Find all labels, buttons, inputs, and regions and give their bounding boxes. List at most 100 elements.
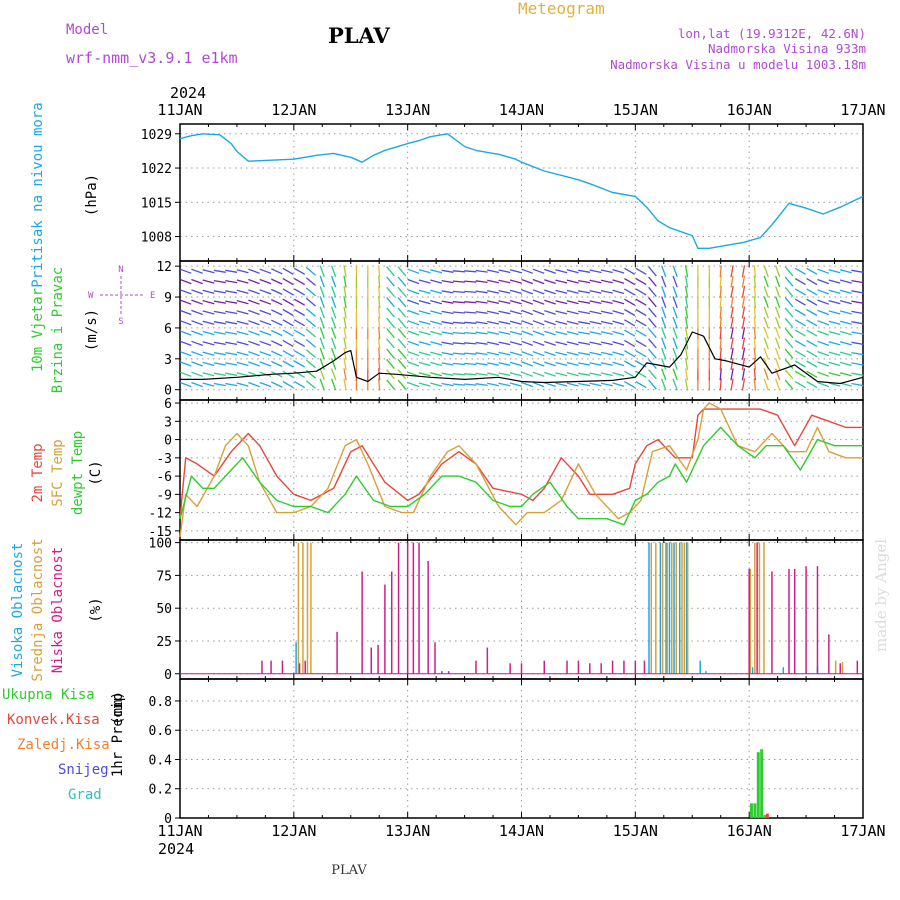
wind-arrow — [763, 296, 769, 309]
model-label: Model — [66, 22, 108, 38]
wind-arrow — [753, 368, 757, 381]
wind-arrow — [475, 362, 488, 366]
wind-arrow — [624, 308, 636, 317]
wind-arrow — [271, 299, 283, 306]
wind-arrow — [794, 360, 806, 368]
wind-arrow — [509, 279, 522, 284]
wind-arrow — [464, 352, 477, 355]
wind-arrow — [566, 372, 579, 377]
wind-arrow — [635, 370, 647, 378]
wind-arrow — [441, 269, 454, 273]
wind-arrow — [578, 351, 591, 356]
y-tick-label: 75 — [156, 569, 172, 584]
wind-arrow — [753, 306, 757, 319]
x-tick-label-top: 16JAN — [727, 101, 772, 119]
wind-arrow — [236, 361, 249, 367]
wind-arrow — [839, 372, 852, 377]
wind-arrow — [407, 320, 420, 326]
wind-arrow — [648, 307, 657, 318]
wind-arrow — [464, 290, 477, 294]
wind-arrow — [386, 276, 395, 287]
wind-arrow — [672, 316, 678, 329]
wind-arrow — [794, 350, 806, 358]
wind-arrow — [202, 330, 215, 336]
wind-arrow — [612, 268, 625, 274]
wind-arrow — [319, 347, 325, 360]
wind-arrow — [741, 316, 746, 329]
wind-arrow — [763, 337, 769, 350]
wind-arrow — [794, 370, 806, 378]
wind-arrow — [753, 378, 757, 391]
wind-arrow — [661, 275, 667, 288]
wind-arrow — [179, 361, 192, 367]
wind-arrow — [487, 331, 500, 335]
wind-arrow — [259, 361, 272, 367]
wind-arrow — [532, 330, 545, 336]
wind-arrow — [763, 275, 769, 288]
wind-arrow — [555, 330, 568, 336]
wind-arrow — [498, 382, 511, 387]
wind-arrow — [418, 299, 431, 305]
wind-arrow — [248, 309, 260, 316]
wind-arrow — [236, 320, 249, 325]
wind-arrow — [566, 341, 579, 346]
wind-arrow — [719, 378, 722, 391]
wind-arrow — [343, 285, 347, 298]
wind-arrow — [487, 372, 500, 377]
precip_total-bar — [756, 752, 760, 818]
wind-arrow — [487, 269, 500, 274]
wind-arrow — [544, 382, 556, 388]
wind-arrow — [441, 310, 454, 315]
wind-arrow — [661, 327, 667, 339]
wind-arrow — [774, 296, 781, 309]
wind-arrow — [386, 297, 395, 308]
precip-unit: (mm) — [110, 691, 126, 725]
wind-arrow — [343, 347, 347, 360]
wind-arrow — [635, 278, 647, 286]
wind-arrow — [305, 266, 316, 276]
wind-arrow — [464, 280, 477, 283]
wind-arrow — [555, 341, 568, 346]
wind-arrow — [202, 310, 215, 315]
wind-arrow — [319, 265, 325, 278]
precip_total-bar — [760, 749, 764, 818]
wind-arrow — [612, 320, 625, 326]
wind-arrow — [741, 265, 746, 278]
wind-arrow — [452, 311, 465, 314]
wind-arrow — [487, 279, 500, 284]
wind-arrow — [684, 275, 689, 288]
wind-arrow — [661, 306, 667, 319]
y-tick-label: 0.2 — [149, 783, 172, 798]
wind-arrow — [784, 358, 794, 370]
wind-arrow — [509, 372, 522, 377]
wind-arrow — [566, 361, 579, 367]
wind-arrow — [213, 300, 226, 304]
wind-arrow — [330, 378, 337, 391]
wind-arrow — [784, 276, 794, 287]
wind-arrow — [452, 321, 465, 324]
wind-arrow — [555, 351, 568, 356]
wind-arrow — [684, 285, 689, 298]
wind-arrow — [271, 278, 283, 285]
wind-arrow — [612, 299, 625, 305]
wind-arrow — [600, 331, 613, 335]
wind-arrow — [179, 371, 192, 377]
wind-arrow — [293, 350, 306, 358]
wind-arrow — [730, 327, 734, 340]
wind-arrow — [378, 275, 381, 288]
wind-arrow — [407, 268, 420, 274]
wind-arrow — [784, 338, 794, 349]
wind-arrow — [191, 350, 203, 357]
wind-arrow — [498, 320, 511, 325]
wind-arrow — [330, 337, 337, 350]
wind-arrow — [202, 320, 215, 325]
wind-arrow — [672, 296, 678, 309]
wind-arrow — [839, 351, 852, 356]
wind-arrow — [407, 340, 420, 347]
wind-arrow — [271, 268, 283, 275]
wind-arrow — [589, 279, 602, 284]
wind-arrow — [330, 296, 337, 309]
wind-arrow — [555, 361, 568, 367]
wind-arrow — [397, 348, 407, 359]
wind-arrow — [397, 328, 407, 339]
